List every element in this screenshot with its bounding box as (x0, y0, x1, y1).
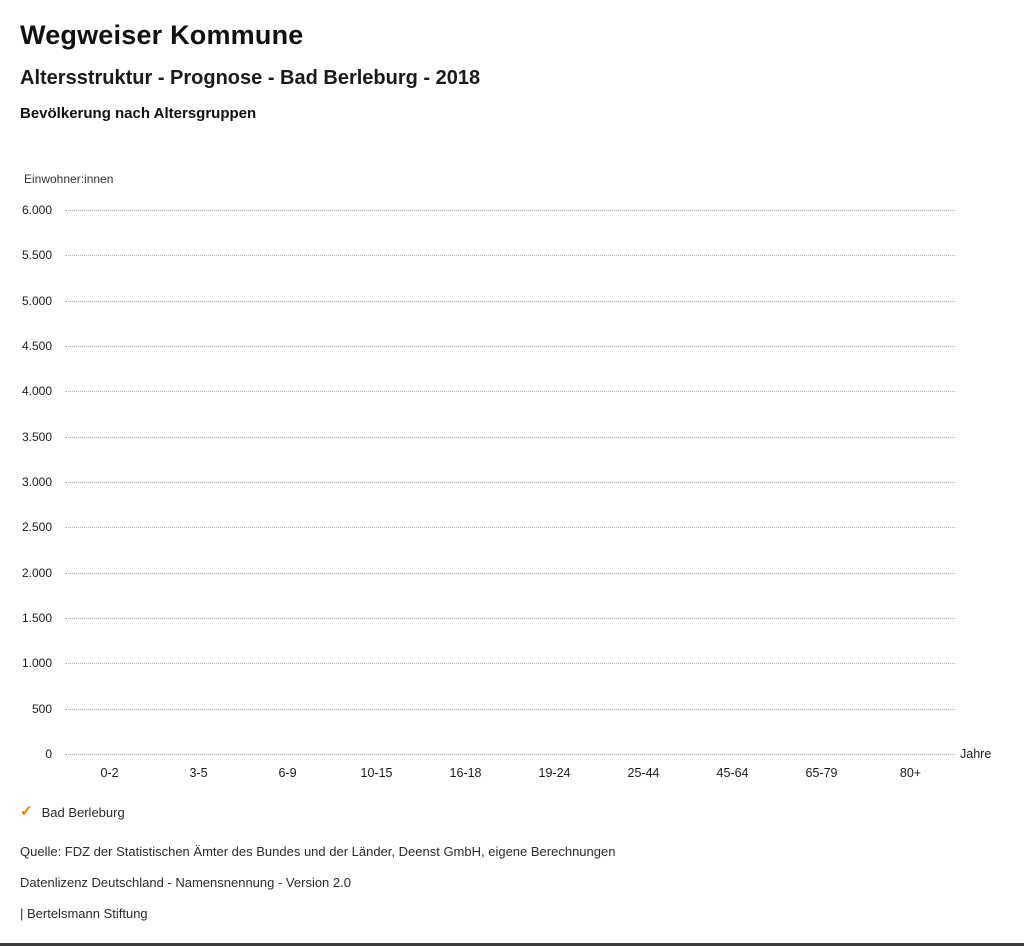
bottom-border (0, 943, 1024, 946)
license-text: Datenlizenz Deutschland - Namensnennung … (20, 875, 351, 890)
y-tick-label: 5.000 (21, 293, 52, 308)
page-title: Altersstruktur - Prognose - Bad Berlebur… (20, 67, 481, 89)
y-tick-label: 500 (31, 701, 52, 716)
gridline (65, 300, 955, 302)
source-text: Quelle: FDZ der Statistischen Ämter des … (20, 844, 616, 859)
x-tick-label: 16-18 (449, 766, 482, 780)
x-axis-title: Jahre (960, 747, 992, 761)
attribution-text: | Bertelsmann Stiftung (20, 906, 148, 921)
x-tick-label: 80+ (899, 766, 922, 780)
y-axis-title: Einwohner:innen (24, 172, 114, 186)
y-tick-label: 2.500 (21, 520, 52, 535)
x-tick-label: 25-44 (627, 766, 660, 780)
gridline (65, 391, 955, 393)
x-tick-label: 65-79 (805, 766, 838, 780)
x-tick-label: 10-15 (360, 766, 393, 780)
y-tick-label: 5.500 (21, 248, 52, 263)
x-tick-label: 0-2 (100, 766, 119, 780)
gridline (65, 663, 955, 665)
gridline (65, 572, 955, 574)
y-tick-label: 4.000 (21, 384, 52, 399)
y-tick-label: 2.000 (21, 565, 52, 580)
check-icon: ✓ (20, 803, 33, 820)
legend-item-bad-berleburg[interactable]: ✓ Bad Berleburg (20, 804, 125, 820)
x-axis-labels: 0-2 3-5 6-9 10-15 16-18 19-24 25-44 45-64 65-79 8… (65, 766, 955, 780)
y-tick-label: 6.000 (21, 203, 52, 217)
x-tick-label: 6-9 (278, 766, 297, 780)
y-tick-label: 3.000 (21, 475, 52, 489)
gridline (65, 482, 955, 483)
gridline (65, 346, 955, 347)
gridline (65, 708, 955, 710)
gridline (65, 618, 955, 619)
y-tick-label: 1.000 (21, 656, 52, 671)
y-tick-label: 4.500 (21, 339, 52, 353)
y-tick-label: 1.500 (21, 611, 52, 625)
x-tick-label: 19-24 (538, 766, 571, 780)
gridline (65, 754, 955, 755)
gridline (65, 436, 955, 438)
x-tick-label: 3-5 (189, 766, 208, 780)
gridline (65, 210, 955, 211)
x-tick-label: 45-64 (716, 766, 749, 780)
gridline (65, 255, 955, 257)
y-tick-label: 3.500 (21, 429, 52, 444)
legend-label: Bad Berleburg (41, 804, 125, 820)
y-tick-label: 0 (45, 747, 52, 761)
gridline (65, 527, 955, 529)
app-title: Wegweiser Kommune (20, 20, 304, 50)
chart-title: Bevölkerung nach Altersgruppen (20, 105, 257, 122)
